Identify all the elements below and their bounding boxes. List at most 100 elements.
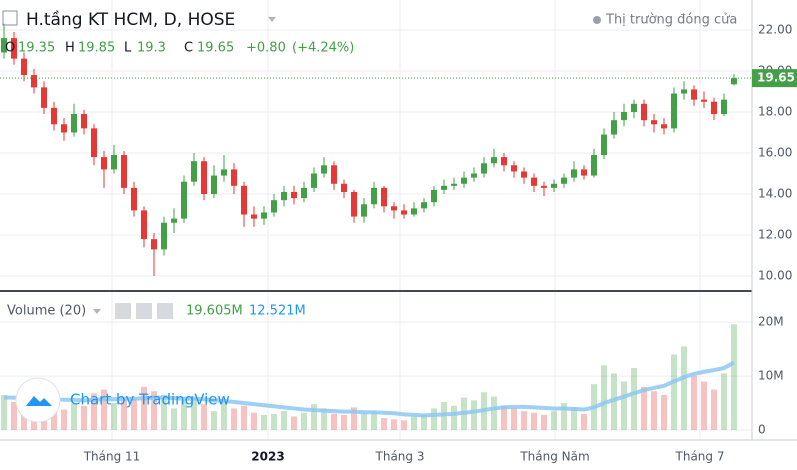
volume-bar bbox=[631, 367, 637, 431]
x-tick-label: Tháng 7 bbox=[675, 450, 725, 464]
volume-bar bbox=[601, 365, 607, 431]
chart-title: H.tầng KT HCM, D, HOSE bbox=[26, 9, 235, 30]
volume-bar bbox=[221, 401, 227, 431]
candle-body bbox=[111, 155, 117, 170]
x-tick-label: 2023 bbox=[251, 450, 284, 464]
volume-bar bbox=[151, 391, 157, 431]
candle-body bbox=[391, 206, 397, 211]
hide-button[interactable] bbox=[115, 303, 131, 319]
volume-bar bbox=[231, 408, 237, 431]
candle-body bbox=[691, 89, 697, 100]
volume-bar bbox=[681, 346, 687, 431]
title-dropdown[interactable] bbox=[268, 17, 276, 22]
ohlc-letter: H bbox=[65, 41, 75, 56]
collapse-icon[interactable] bbox=[2, 10, 18, 26]
candle-body bbox=[91, 128, 97, 158]
y-tick-label: 10.00 bbox=[758, 269, 792, 283]
volume-ma-value: 12.521M bbox=[249, 304, 306, 319]
candle-body bbox=[361, 204, 367, 217]
volume-ma-line bbox=[4, 360, 735, 418]
candle-body bbox=[281, 191, 287, 201]
candle-body bbox=[721, 99, 727, 115]
candle-body bbox=[701, 99, 707, 102]
ohlc-letter: L bbox=[124, 41, 132, 56]
volume-bar bbox=[641, 386, 647, 431]
candle-body bbox=[291, 191, 297, 199]
candle-body bbox=[611, 120, 617, 135]
volume-bar bbox=[161, 394, 167, 431]
candle-body bbox=[551, 183, 557, 188]
volume-bar bbox=[331, 413, 337, 431]
candle-body bbox=[621, 111, 627, 121]
price-pane bbox=[0, 23, 752, 277]
volume-bar bbox=[501, 405, 507, 431]
last-price-label: 19.65 bbox=[757, 71, 795, 85]
candle-body bbox=[231, 169, 237, 186]
volume-bar bbox=[491, 396, 497, 431]
volume-bar bbox=[91, 393, 97, 431]
volume-bar bbox=[251, 412, 257, 431]
volume-bar bbox=[381, 418, 387, 431]
candle-body bbox=[1, 38, 7, 53]
candle-body bbox=[401, 210, 407, 215]
volume-tick-label: 20M bbox=[758, 315, 784, 329]
y-tick-label: 16.00 bbox=[758, 145, 792, 159]
settings-button[interactable] bbox=[136, 303, 152, 319]
candle-body bbox=[661, 124, 667, 129]
candle-body bbox=[121, 155, 127, 188]
ohlc-letter: C bbox=[184, 41, 193, 56]
volume-bar bbox=[1, 394, 7, 431]
volume-bar bbox=[131, 398, 137, 431]
volume-bar bbox=[61, 409, 67, 431]
candle-body bbox=[651, 120, 657, 125]
volume-bar bbox=[691, 376, 697, 431]
volume-bar bbox=[731, 324, 737, 431]
axes: Tháng 11 2023 Tháng 3 Tháng Năm Tháng 7 10.00… bbox=[83, 22, 797, 464]
volume-bar bbox=[311, 404, 317, 431]
volume-bar bbox=[701, 381, 707, 431]
candle-body bbox=[321, 165, 327, 174]
volume-bar bbox=[401, 420, 407, 431]
volume-bar bbox=[561, 403, 567, 431]
candle-body bbox=[341, 183, 347, 192]
volume-bar bbox=[81, 405, 87, 431]
volume-bar bbox=[281, 411, 287, 431]
candle-body bbox=[641, 103, 647, 121]
candle-body bbox=[191, 161, 197, 182]
volume-bar bbox=[141, 386, 147, 431]
candle-body bbox=[351, 191, 357, 217]
volume-bar bbox=[271, 413, 277, 431]
volume-tick-label: 10M bbox=[758, 369, 784, 383]
candle-body bbox=[31, 75, 37, 88]
volume-bar bbox=[621, 381, 627, 431]
volume-bar bbox=[571, 407, 577, 431]
ohlc-value: 19.85 bbox=[78, 41, 115, 56]
volume-bar bbox=[201, 404, 207, 431]
volume-dropdown[interactable] bbox=[93, 309, 101, 314]
volume-bar bbox=[581, 413, 587, 431]
candle-body bbox=[561, 177, 567, 184]
volume-bar bbox=[121, 396, 127, 431]
volume-bar bbox=[551, 411, 557, 431]
volume-bar bbox=[521, 411, 527, 431]
volume-bar bbox=[421, 413, 427, 431]
candle-body bbox=[711, 101, 717, 115]
candle-body bbox=[301, 187, 307, 199]
candle-body bbox=[251, 214, 257, 219]
volume-bar bbox=[301, 412, 307, 431]
candle-body bbox=[531, 177, 537, 186]
candle-body bbox=[51, 107, 57, 125]
volume-bar bbox=[661, 394, 667, 431]
candle-body bbox=[491, 157, 497, 164]
candle-body bbox=[671, 93, 677, 129]
candle-body bbox=[101, 157, 107, 170]
volume-bar bbox=[361, 413, 367, 431]
ohlc-letter: O bbox=[5, 41, 15, 56]
candle-body bbox=[381, 187, 387, 207]
remove-button[interactable] bbox=[157, 303, 173, 319]
last-price-box bbox=[752, 69, 797, 88]
volume-bar bbox=[471, 400, 477, 431]
market-status: Thị trường đóng cửa bbox=[605, 13, 737, 28]
candle-body bbox=[331, 165, 337, 184]
volume-bar bbox=[651, 391, 657, 431]
